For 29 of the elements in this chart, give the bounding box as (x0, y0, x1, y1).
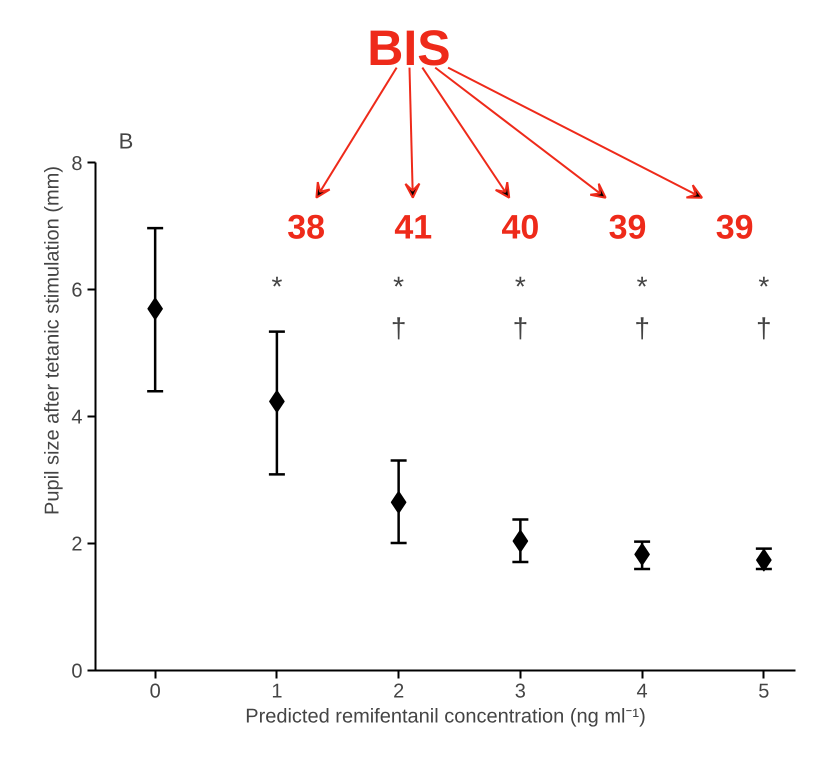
annotation: † (634, 312, 650, 344)
y-tick-label: 4 (71, 406, 82, 429)
y-tick-label: 2 (71, 534, 82, 556)
y-tick-label: 0 (71, 660, 82, 682)
annotation: * (514, 271, 526, 302)
x-tick-label: 0 (150, 680, 161, 702)
annotation: 39 (716, 208, 754, 246)
x-axis-title: Predicted remifentanil concentration (ng ml⁻¹) (245, 706, 646, 728)
annotation: 41 (394, 208, 432, 246)
annotation: 39 (608, 208, 646, 246)
y-tick-label: 8 (71, 152, 82, 175)
annotation: 40 (501, 208, 540, 246)
x-tick-label: 2 (393, 680, 404, 702)
text: B (118, 128, 134, 154)
annotation: † (756, 312, 772, 344)
x-tick-label: 3 (514, 680, 526, 702)
annotation: 38 (287, 208, 326, 246)
annotation: * (271, 271, 282, 302)
y-tick-label: 6 (71, 280, 82, 302)
annotation: † (390, 312, 406, 344)
annotation: * (636, 271, 648, 302)
y-axis-title: Pupil size after tetanic stimulation (mm) (41, 166, 64, 515)
x-tick-label: 5 (758, 680, 770, 702)
annotation: * (393, 271, 404, 302)
text: BIS (367, 20, 451, 76)
x-tick-label: 1 (271, 680, 282, 702)
annotation: † (512, 312, 528, 344)
annotation: * (758, 271, 770, 302)
x-tick-label: 4 (636, 680, 648, 702)
